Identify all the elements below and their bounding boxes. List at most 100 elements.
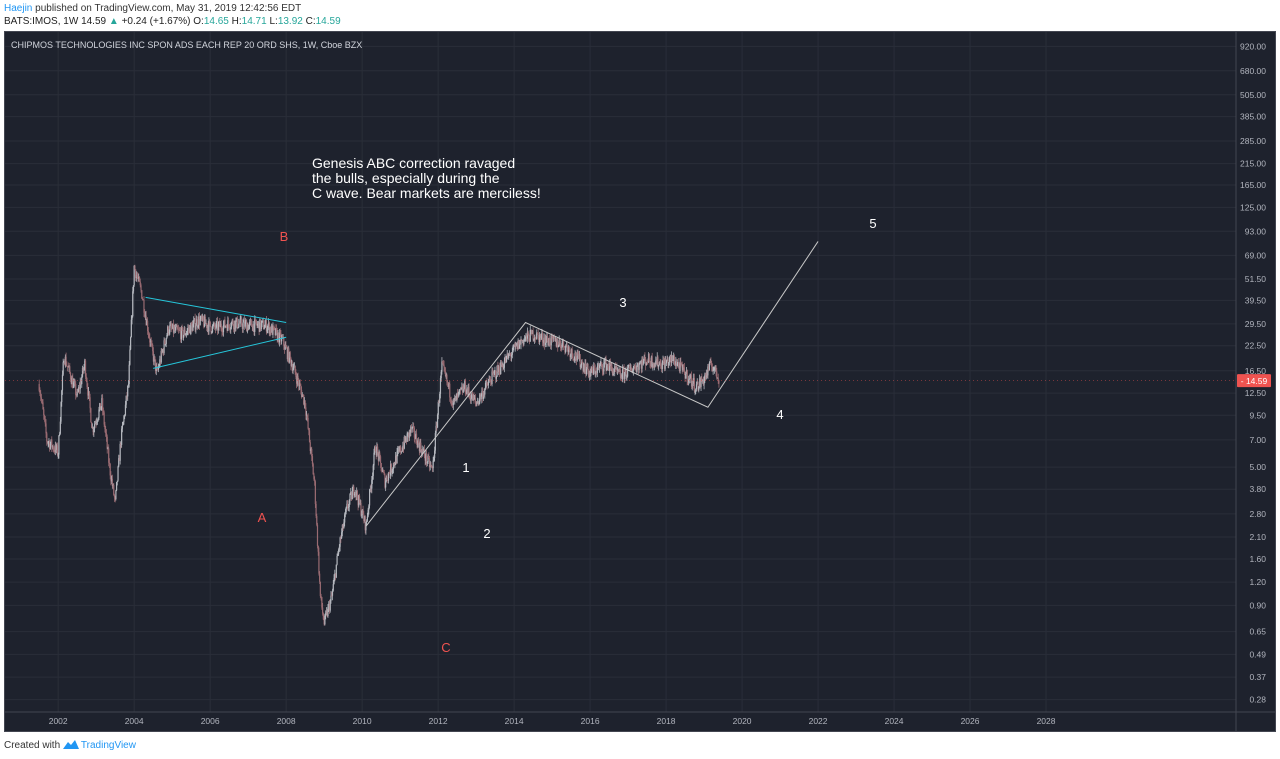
candle-body bbox=[511, 352, 513, 355]
candle-body bbox=[494, 371, 496, 372]
candle-body bbox=[147, 320, 149, 332]
candle-body bbox=[682, 364, 684, 370]
candle-body bbox=[578, 354, 581, 360]
candle-body bbox=[533, 339, 535, 341]
candle-body bbox=[648, 353, 650, 362]
candle-body bbox=[306, 415, 308, 417]
candle-body bbox=[642, 360, 645, 364]
candle-body bbox=[379, 453, 381, 457]
wave-path-line bbox=[365, 241, 819, 527]
candle-body bbox=[413, 426, 415, 428]
candle-body bbox=[188, 328, 190, 330]
candle-body bbox=[528, 341, 531, 343]
candle-body bbox=[400, 451, 403, 453]
candle-body bbox=[708, 366, 710, 370]
wave-label-1: 1 bbox=[462, 460, 469, 475]
candle-body bbox=[385, 476, 387, 482]
candle-body bbox=[431, 465, 433, 467]
candle-body bbox=[575, 352, 577, 359]
candle-body bbox=[603, 361, 606, 363]
candle-body bbox=[531, 330, 533, 334]
candle-body bbox=[111, 478, 113, 486]
candle-body bbox=[447, 382, 449, 384]
candle-body bbox=[444, 371, 447, 376]
wave-label-c: C bbox=[441, 640, 450, 655]
candle-body bbox=[216, 321, 218, 324]
candle-body bbox=[523, 339, 525, 345]
candle-body bbox=[308, 430, 311, 443]
candle-body bbox=[675, 360, 677, 365]
candle-body bbox=[50, 439, 52, 444]
candle-body bbox=[167, 326, 169, 334]
candle-body bbox=[319, 573, 321, 582]
candle-body bbox=[627, 367, 629, 377]
candle-body bbox=[119, 443, 121, 461]
candle-body bbox=[311, 456, 314, 465]
candle-body bbox=[598, 365, 601, 368]
ohlc-legend: BATS:IMOS, 1W 14.59 ▲ +0.24 (+1.67%) O:1… bbox=[4, 16, 341, 27]
candle-body bbox=[237, 327, 239, 329]
candle-body bbox=[706, 372, 708, 376]
candle-body bbox=[363, 514, 365, 522]
x-tick-label: 2018 bbox=[657, 716, 676, 726]
candle-body bbox=[486, 382, 488, 386]
candle-body bbox=[464, 381, 467, 394]
candle-body bbox=[280, 333, 282, 342]
wave-label-a: A bbox=[258, 510, 267, 525]
candle-body bbox=[238, 323, 241, 325]
candle-body bbox=[691, 381, 693, 387]
candle-body bbox=[375, 451, 377, 456]
candle-body bbox=[387, 472, 390, 481]
candle-body bbox=[87, 386, 89, 396]
author-link[interactable]: Haejin bbox=[4, 3, 33, 14]
candle-body bbox=[110, 475, 112, 482]
candle-body bbox=[248, 324, 250, 330]
candle-body bbox=[713, 369, 715, 371]
candle-body bbox=[637, 364, 639, 366]
candle-body bbox=[82, 367, 84, 371]
candle-body bbox=[395, 455, 397, 464]
candle-body bbox=[504, 358, 506, 362]
candle-body bbox=[618, 369, 620, 372]
candle-body bbox=[322, 613, 324, 620]
candle-body bbox=[668, 362, 670, 366]
candle-body bbox=[275, 328, 277, 336]
candle-body bbox=[345, 507, 347, 512]
candle-body bbox=[661, 363, 663, 370]
candle-body bbox=[111, 478, 113, 482]
candle-body bbox=[554, 338, 556, 341]
candle-body bbox=[159, 359, 162, 363]
candle-body bbox=[542, 341, 544, 344]
candle-body bbox=[298, 383, 301, 387]
candle-body bbox=[712, 369, 714, 372]
candle-body bbox=[134, 265, 136, 270]
candle-body bbox=[421, 449, 423, 455]
candle-body bbox=[152, 344, 154, 352]
candle-body bbox=[543, 337, 545, 344]
candle-body bbox=[358, 495, 360, 506]
candle-body bbox=[256, 323, 258, 326]
candle-body bbox=[397, 449, 400, 451]
candle-body bbox=[466, 388, 469, 394]
candle-body bbox=[262, 320, 265, 330]
candle-body bbox=[337, 554, 339, 557]
candle-body bbox=[130, 337, 132, 350]
chart-frame[interactable] bbox=[4, 31, 1276, 732]
candle-body bbox=[469, 395, 472, 401]
candle-body bbox=[553, 336, 555, 339]
candle-body bbox=[277, 333, 279, 341]
candle-body bbox=[562, 339, 564, 344]
candle-body bbox=[641, 359, 643, 369]
up-arrow-icon: ▲ bbox=[108, 16, 119, 27]
candle-body bbox=[209, 321, 211, 327]
candle-body bbox=[391, 470, 393, 473]
candle-body bbox=[64, 356, 66, 365]
candle-body bbox=[505, 358, 507, 363]
candle-body bbox=[359, 502, 361, 504]
candle-body bbox=[105, 428, 107, 434]
candle-body bbox=[606, 365, 608, 371]
tradingview-link[interactable]: TradingView bbox=[80, 740, 136, 751]
candle-body bbox=[254, 319, 257, 321]
annotation-note-line: Genesis ABC correction ravaged bbox=[312, 155, 515, 171]
